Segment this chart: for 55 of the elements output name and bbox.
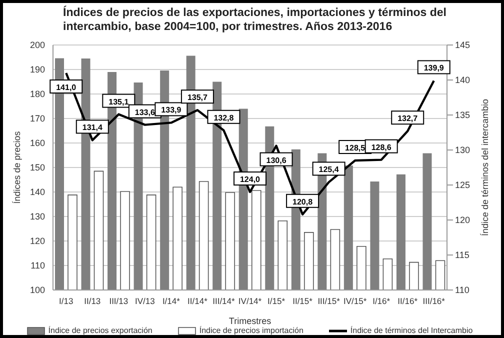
- data-label: 132,8: [214, 113, 234, 122]
- data-label: 128,6: [371, 142, 392, 152]
- data-label: 141,0: [56, 83, 77, 92]
- y-tick-label: 110: [30, 260, 45, 271]
- y-tick-label: 150: [30, 162, 45, 173]
- x-tick-label: I/14*: [162, 296, 181, 306]
- x-tick-label: II/13: [84, 296, 101, 306]
- y-axis-title: Índices de precios: [12, 130, 22, 204]
- data-label: 124,0: [240, 175, 261, 184]
- y-tick-label: 170: [30, 114, 45, 124]
- y-tick-label: 200: [30, 40, 45, 50]
- x-tick-label: IV/15*: [343, 296, 368, 306]
- y-tick-label: 160: [30, 138, 45, 148]
- y2-tick-label: 125: [455, 180, 470, 190]
- x-tick-label: I/13: [59, 296, 74, 306]
- legend-label: Índice de términos del Intercambio: [350, 326, 473, 335]
- y2-tick-label: 135: [455, 110, 470, 120]
- x-axis-title: Trimestres: [228, 316, 272, 326]
- y2-tick-label: 140: [455, 75, 470, 86]
- y2-tick-label: 110: [455, 285, 470, 296]
- x-tick-label: IV/14*: [238, 296, 262, 306]
- x-tick-label: III/16*: [422, 296, 446, 306]
- y-tick-label: 120: [30, 236, 45, 246]
- x-tick-label: III/14*: [212, 296, 236, 306]
- y2-tick-label: 145: [455, 40, 470, 50]
- data-label: 132,7: [398, 114, 418, 124]
- y2-tick-label: 130: [455, 145, 470, 156]
- data-label: 130,6: [266, 156, 287, 165]
- y2-tick-label: 115: [455, 250, 470, 260]
- legend-label: Índice de precios importación: [199, 326, 304, 335]
- x-tick-label: II/16*: [398, 296, 418, 306]
- x-tick-label: I/16*: [372, 296, 391, 306]
- x-tick-label: II/14*: [188, 296, 208, 306]
- y-tick-label: 100: [30, 285, 45, 296]
- x-tick-label: II/15*: [292, 296, 314, 306]
- data-label: 125,4: [318, 165, 340, 174]
- data-label: 131,4: [82, 123, 103, 132]
- y-tick-label: 140: [30, 187, 45, 198]
- y-tick-label: 130: [30, 212, 45, 222]
- data-label: 128,5: [345, 144, 366, 152]
- data-label: 133,9: [161, 106, 182, 115]
- data-label: 139,9: [424, 64, 444, 73]
- x-tick-label: III/13: [109, 296, 128, 306]
- data-label: 135,1: [108, 97, 130, 106]
- y-tick-label: 190: [30, 64, 45, 75]
- y-tick-label: 180: [30, 89, 45, 100]
- x-tick-label: IV/13: [135, 296, 156, 306]
- y2-axis-title: Índice de términos del intercambio: [480, 98, 490, 236]
- y2-tick-label: 120: [455, 215, 470, 226]
- chart-title: Índices de precios de las exportaciones, importaciones y términos del intercambio, base 2004=100, por trimestres. Años 2013-2016: [63, 6, 448, 34]
- data-label: 120,8: [292, 197, 314, 206]
- legend-label: Índice de precios exportación: [48, 326, 152, 335]
- x-tick-label: III/15*: [318, 296, 341, 306]
- x-tick-label: I/15*: [268, 296, 286, 306]
- data-label: 135,7: [187, 93, 208, 102]
